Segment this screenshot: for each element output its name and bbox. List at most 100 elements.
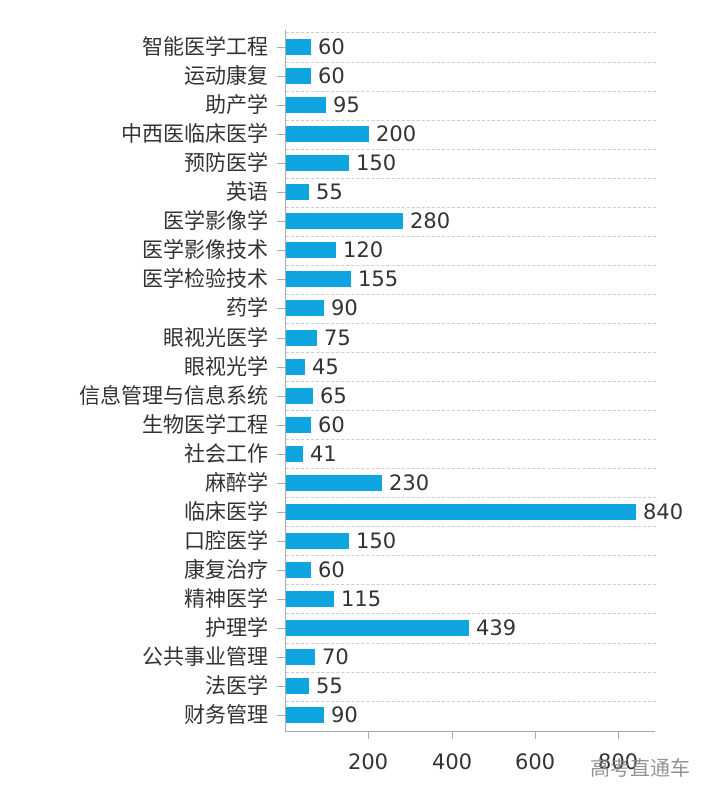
y-tick: [277, 686, 285, 687]
bar: [286, 446, 303, 462]
x-tick: [368, 731, 369, 739]
category-label: 社会工作: [184, 442, 268, 466]
y-tick: [277, 76, 285, 77]
bar: [286, 533, 349, 549]
gridline: [286, 497, 656, 498]
y-tick: [277, 338, 285, 339]
gridline: [286, 178, 656, 179]
category-label: 预防医学: [184, 151, 268, 175]
bar: [286, 300, 324, 316]
value-label: 75: [324, 326, 351, 350]
value-label: 280: [410, 209, 451, 233]
bar: [286, 39, 311, 55]
gridline: [286, 643, 656, 644]
y-tick: [277, 454, 285, 455]
gridline: [286, 294, 656, 295]
gridline: [286, 352, 656, 353]
category-label: 护理学: [205, 616, 268, 640]
y-tick: [277, 47, 285, 48]
gridline: [286, 381, 656, 382]
y-tick: [277, 512, 285, 513]
y-tick: [277, 396, 285, 397]
value-label: 90: [331, 296, 358, 320]
category-label: 运动康复: [184, 64, 268, 88]
category-label: 麻醉学: [205, 471, 268, 495]
y-tick: [277, 599, 285, 600]
category-label: 智能医学工程: [142, 35, 268, 59]
y-tick: [277, 483, 285, 484]
bar: [286, 591, 334, 607]
value-label: 840: [643, 500, 684, 524]
gridline: [286, 207, 656, 208]
y-tick: [277, 541, 285, 542]
category-label: 公共事业管理: [142, 645, 268, 669]
y-tick: [277, 192, 285, 193]
category-label: 眼视光医学: [163, 326, 268, 350]
gridline: [286, 62, 656, 63]
bar: [286, 126, 369, 142]
bar: [286, 475, 382, 491]
gridline: [286, 468, 656, 469]
bar: [286, 359, 305, 375]
x-tick: [535, 731, 536, 739]
value-label: 60: [318, 35, 345, 59]
gridline: [286, 91, 656, 92]
bar: [286, 330, 317, 346]
category-label: 医学影像学: [163, 209, 268, 233]
value-label: 95: [333, 93, 360, 117]
category-label: 英语: [226, 180, 268, 204]
gridline: [286, 439, 656, 440]
value-label: 115: [341, 587, 382, 611]
x-tick-label: 600: [514, 750, 556, 774]
value-label: 150: [356, 529, 397, 553]
category-label: 药学: [226, 296, 268, 320]
y-tick: [277, 134, 285, 135]
category-label: 临床医学: [184, 500, 268, 524]
value-label: 65: [320, 384, 347, 408]
value-label: 70: [322, 645, 349, 669]
bar: [286, 562, 311, 578]
bar: [286, 620, 469, 636]
value-label: 55: [316, 674, 343, 698]
bar: [286, 68, 311, 84]
value-label: 55: [316, 180, 343, 204]
y-tick: [277, 105, 285, 106]
category-label: 信息管理与信息系统: [79, 384, 268, 408]
y-tick: [277, 570, 285, 571]
y-tick: [277, 657, 285, 658]
value-label: 120: [343, 238, 384, 262]
bar: [286, 417, 311, 433]
value-label: 230: [389, 471, 430, 495]
bar: [286, 504, 636, 520]
x-axis-line: [285, 731, 655, 732]
y-tick: [277, 367, 285, 368]
x-tick-label: 400: [431, 750, 473, 774]
x-tick: [618, 731, 619, 739]
value-label: 60: [318, 413, 345, 437]
value-label: 150: [356, 151, 397, 175]
y-tick: [277, 279, 285, 280]
category-label: 法医学: [205, 674, 268, 698]
y-axis-line: [285, 30, 286, 732]
y-tick: [277, 250, 285, 251]
x-tick-label: 800: [597, 750, 639, 774]
category-label: 康复治疗: [184, 558, 268, 582]
value-label: 90: [331, 703, 358, 727]
bar: [286, 707, 324, 723]
value-label: 200: [376, 122, 417, 146]
gridline: [286, 701, 656, 702]
bar: [286, 155, 349, 171]
gridline: [286, 613, 656, 614]
gridline: [286, 236, 656, 237]
bar: [286, 97, 326, 113]
value-label: 60: [318, 558, 345, 582]
gridline: [286, 526, 656, 527]
y-tick: [277, 163, 285, 164]
category-label: 眼视光学: [184, 355, 268, 379]
value-label: 45: [312, 355, 339, 379]
category-label: 生物医学工程: [142, 413, 268, 437]
y-tick: [277, 628, 285, 629]
category-label: 财务管理: [184, 703, 268, 727]
value-label: 155: [358, 267, 399, 291]
